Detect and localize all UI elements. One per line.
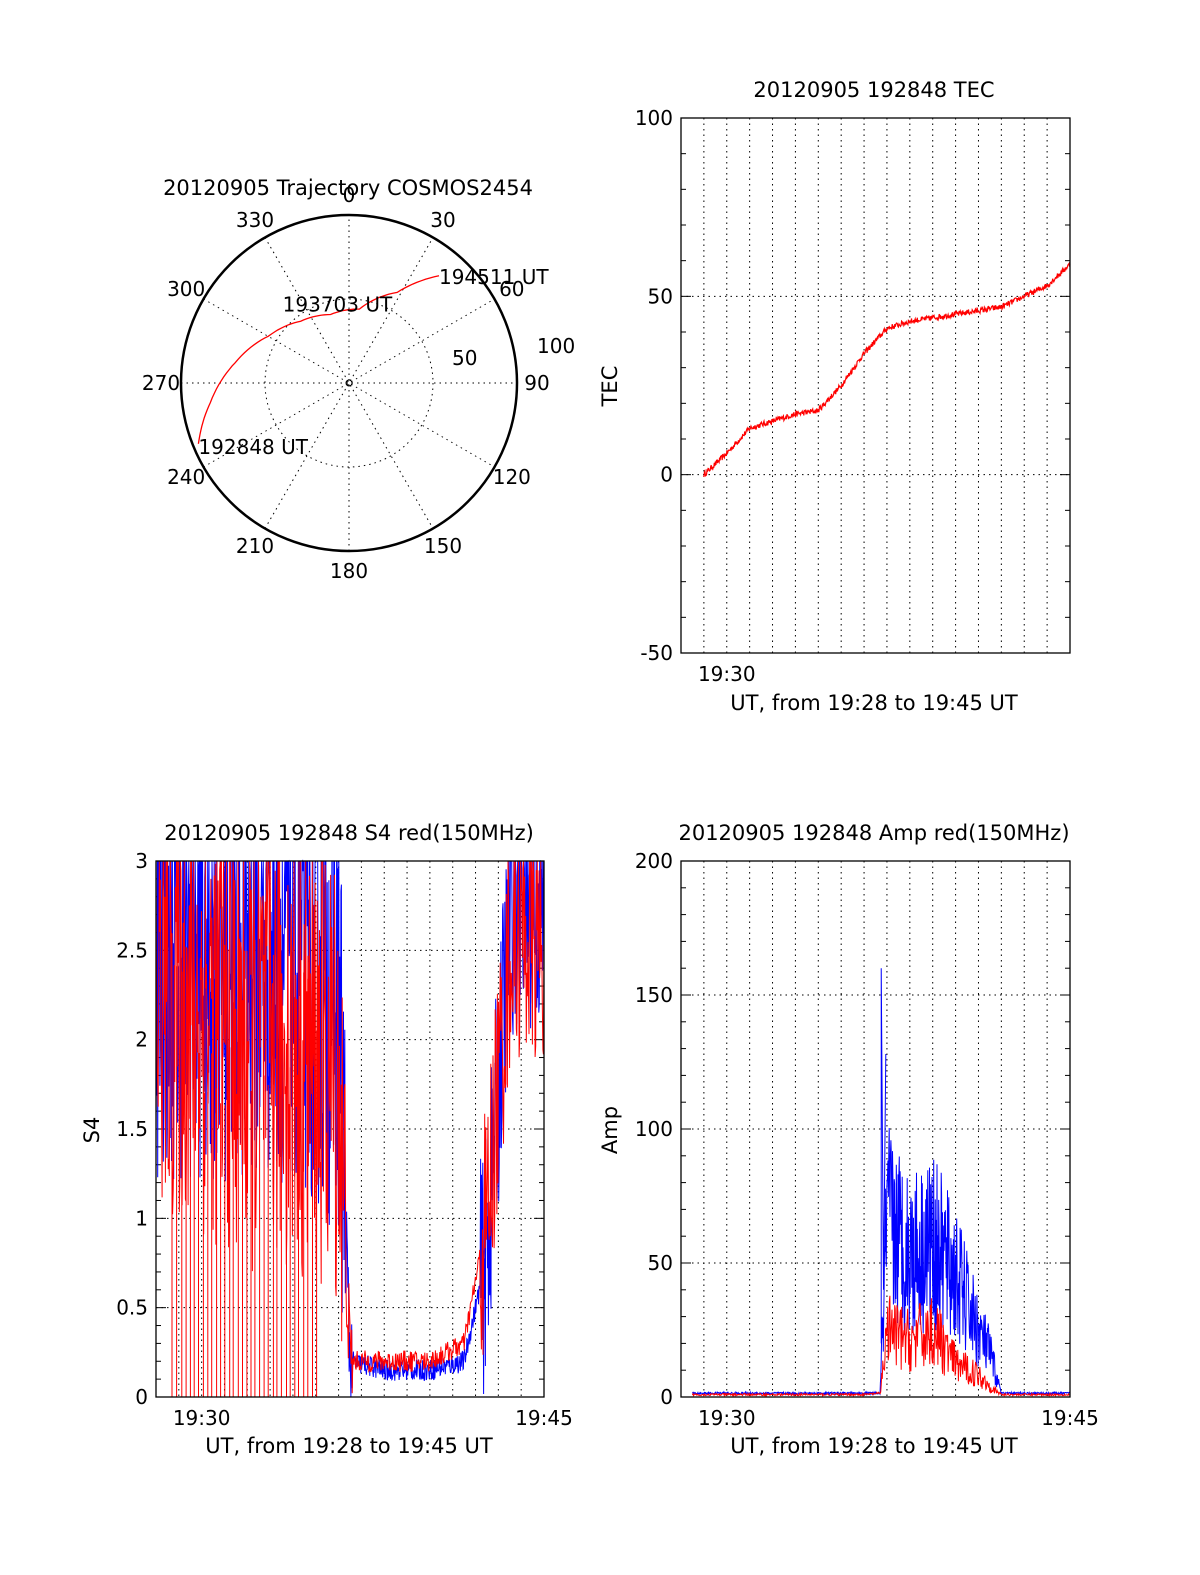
y-axis-label: Amp [598,1106,622,1154]
series-line [155,860,545,1394]
y-tick-label: 150 [635,983,673,1007]
y-tick-label: 2.5 [116,938,148,962]
trajectory-time-label: 194511 UT [439,265,549,289]
x-axis-label: UT, from 19:28 to 19:45 UT [730,1434,1018,1458]
y-tick-label: 50 [648,1251,673,1275]
angle-label-60: 60 [499,277,524,301]
y-axis-label: S4 [80,1117,104,1144]
polar-angle-labels: 0 30 60 90 120 150 180 210 240 270 300 330 [142,183,550,583]
y-axis-label: TEC [598,366,622,408]
chart-title: 20120905 192848 Amp red(150MHz) [678,821,1069,845]
series-spikes [171,933,318,1397]
angle-label-120: 120 [493,465,531,489]
angle-label-300: 300 [167,277,205,301]
series-line [691,1295,1071,1398]
x-tick-label: 19:45 [515,1406,573,1430]
x-axis-label: UT, from 19:28 to 19:45 UT [730,691,1018,715]
grid [681,118,1070,653]
angle-label-90: 90 [524,371,549,395]
trajectory-time-label: 192848 UT [198,435,308,459]
x-axis-label: UT, from 19:28 to 19:45 UT [205,1434,493,1458]
chart-title: 20120905 Trajectory COSMOS2454 [163,176,533,200]
angle-label-30: 30 [430,208,455,232]
plot-frame [155,860,545,1398]
y-tick-label: 0 [135,1385,148,1409]
y-tick-label: 200 [635,849,673,873]
x-tick-label: 19:30 [173,1406,231,1430]
chart-title: 20120905 192848 TEC [753,78,994,102]
trajectory-polar-chart: 20120905 Trajectory COSMOS2454 0 30 60 90 12… [142,176,575,583]
plot-frame [680,860,1071,1398]
chart-title: 20120905 192848 S4 red(150MHz) [164,821,534,845]
trajectory-time-label: 193703 UT [283,292,393,316]
tec-chart: 20120905 192848 TEC UT, from 19:28 to 19… [598,78,1071,715]
amp-chart: 20120905 192848 Amp red(150MHz) UT, from… [598,821,1099,1458]
polar-outer-ring [179,213,519,553]
angle-label-150: 150 [424,534,462,558]
plot-frame [680,117,1071,654]
y-tick-label: 1.5 [116,1117,148,1141]
y-tick-label: 1 [135,1206,148,1230]
series-peak [880,968,887,1344]
trajectory-annotations: 194511 UT 193703 UT 192848 UT [198,265,549,459]
y-tick-label: 100 [635,1117,673,1141]
radius-label-100: 100 [537,334,575,358]
polar-spoke [203,298,495,468]
y-tick-label: 3 [135,849,148,873]
radius-label-50: 50 [452,346,477,370]
y-tick-label: 0.5 [116,1296,148,1320]
y-tick-label: 0 [660,463,673,487]
polar-grid-ring [264,298,434,468]
angle-label-210: 210 [236,534,274,558]
series-line [691,1127,1071,1397]
angle-label-180: 180 [330,559,368,583]
angle-label-330: 330 [236,208,274,232]
trajectory-line [197,275,440,444]
polar-spoke [264,237,434,529]
s4-chart: 20120905 192848 S4 red(150MHz) UT, from … [80,821,573,1458]
x-tick-label: 19:45 [1041,1406,1099,1430]
angle-label-270: 270 [142,371,180,395]
y-tick-label: 100 [635,106,673,130]
y-tick-label: -50 [640,641,673,665]
y-tick-label: 2 [135,1028,148,1052]
polar-spoke [264,237,434,529]
y-tick-label: 0 [660,1385,673,1409]
polar-grid [181,215,517,551]
x-tick-label: 19:30 [698,662,756,686]
x-tick-label: 19:30 [698,1406,756,1430]
polar-spoke [203,298,495,468]
polar-center [345,379,353,387]
angle-label-240: 240 [167,465,205,489]
grid [681,861,1070,1397]
series-line [703,261,1071,478]
angle-label-0: 0 [343,183,356,207]
y-tick-label: 50 [648,284,673,308]
